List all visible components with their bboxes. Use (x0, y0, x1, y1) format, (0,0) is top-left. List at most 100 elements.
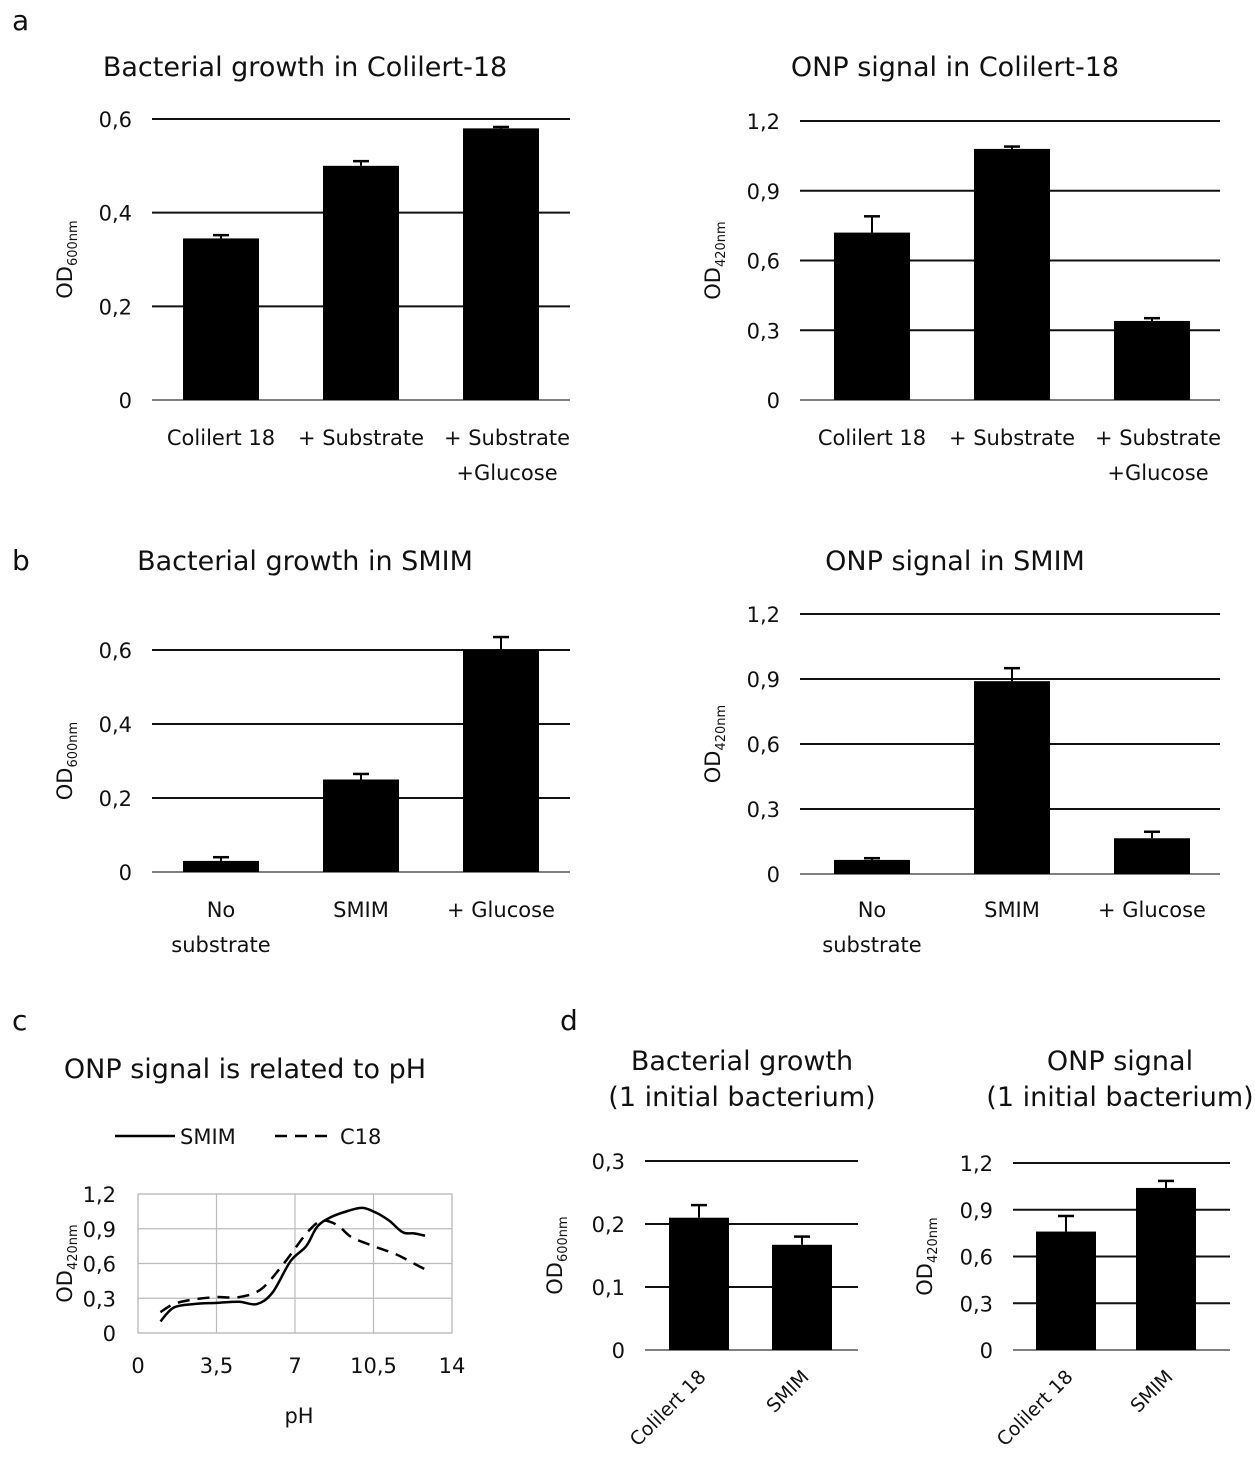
bar (1114, 320, 1190, 400)
chart-b1: Bacterial growth in SMIM 0 0,2 0,4 0,6 OD600n… (53, 546, 570, 957)
y-tick-label: 0 (767, 389, 780, 413)
x-category-label: + Glucose (447, 898, 555, 922)
x-category-label: + Substrate (298, 426, 424, 450)
bar (183, 860, 259, 872)
x-category-label: +Glucose (1107, 461, 1208, 485)
legend: SMIM C18 (115, 1125, 381, 1149)
y-tick-label: 0,6 (83, 1253, 116, 1277)
bar (463, 128, 539, 400)
y-tick-label: 0,6 (99, 108, 132, 132)
y-axis-label-b1: OD600nm (53, 722, 81, 800)
bar (669, 1217, 729, 1350)
y-axis-label-b2-sub: 420nm (714, 705, 729, 751)
y-axis-label-a1: OD600nm (53, 220, 81, 298)
y-tick-label: 0 (103, 1322, 116, 1346)
y-tick-label: 0,2 (99, 295, 132, 319)
bar (323, 779, 399, 872)
x-category-label: No (858, 898, 887, 922)
y-axis-label-a2: OD420nm (701, 221, 729, 299)
y-tick-label: 0,6 (747, 250, 780, 274)
y-tick-label: 1,2 (747, 110, 780, 134)
y-tick-label: 0,1 (592, 1276, 625, 1300)
y-tick-label: 0,4 (99, 713, 132, 737)
bar (1036, 1231, 1096, 1350)
panel-letter-b: b (12, 544, 30, 577)
y-tick-label: 0,6 (99, 639, 132, 663)
x-category-label: + Substrate (949, 426, 1075, 450)
y-axis-label-c: OD420nm (53, 1224, 81, 1302)
y-tick-label: 0,3 (747, 798, 780, 822)
x-category-label: + Substrate (444, 426, 570, 450)
y-tick-label: 0,3 (592, 1150, 625, 1174)
legend-label-c18: C18 (340, 1125, 381, 1149)
x-category-label: Colilert 18 (626, 1366, 711, 1451)
y-tick-label: 0 (612, 1339, 625, 1363)
y-tick-label: 1,2 (960, 1152, 993, 1176)
bar (323, 165, 399, 400)
x-tick-label: 3,5 (200, 1354, 233, 1378)
chart-title-b2: ONP signal in SMIM (825, 546, 1085, 577)
y-tick-label: 0,9 (747, 668, 780, 692)
panel-letter-a: a (12, 4, 29, 37)
x-axis-label-c: pH (284, 1404, 313, 1428)
panel-letter-d: d (560, 1004, 578, 1037)
series-line-smim (159, 1206, 426, 1323)
y-axis-label-b2: OD420nm (701, 705, 729, 783)
y-tick-label: 0,2 (592, 1213, 625, 1237)
chart-title-line-d2: ONP signal (1047, 1046, 1193, 1077)
y-tick-label: 0,9 (960, 1199, 993, 1223)
x-category-label: SMIM (1126, 1366, 1177, 1417)
legend-label-smim: SMIM (180, 1125, 236, 1149)
chart-c: ONP signal is related to pH SMIM C18 0 0,3 0,… (53, 1054, 465, 1428)
bar (1136, 1187, 1196, 1350)
y-tick-label: 0,4 (99, 202, 132, 226)
y-tick-label: 1,2 (747, 603, 780, 627)
x-category-label: + Glucose (1098, 898, 1206, 922)
chart-d1: Bacterial growth (1 initial bacterium) 0 0,… (543, 1046, 876, 1451)
charts-layer: Bacterial growth in Colilert-18 0 0,2 0,4 0,… (53, 52, 1254, 1451)
bar (1114, 838, 1190, 874)
chart-b2: ONP signal in SMIM 0 0,3 0,6 0,9 1,2 OD420nm No… (701, 546, 1220, 957)
x-category-label: substrate (822, 933, 921, 957)
y-axis-label-b1-sub: 600nm (66, 722, 81, 768)
y-tick-label: 0 (767, 863, 780, 887)
bar (834, 232, 910, 400)
chart-title-a2: ONP signal in Colilert-18 (791, 52, 1119, 83)
series-line-c18 (159, 1219, 426, 1314)
x-category-label: + Substrate (1095, 426, 1221, 450)
chart-title-line-d2: (1 initial bacterium) (986, 1082, 1253, 1113)
y-tick-label: 0 (980, 1339, 993, 1363)
x-category-label: No (207, 898, 236, 922)
y-tick-label: 0,9 (83, 1218, 116, 1242)
y-axis-label-a2-sub: 420nm (714, 221, 729, 267)
panel-letter-c: c (12, 1004, 27, 1037)
y-tick-label: 0,3 (83, 1287, 116, 1311)
x-tick-label: 10,5 (350, 1354, 397, 1378)
y-axis-label-d1-sub: 600nm (556, 1216, 571, 1262)
bar (974, 148, 1050, 400)
y-tick-label: 0,6 (747, 733, 780, 757)
x-category-label: SMIM (984, 898, 1040, 922)
y-tick-label: 0,6 (960, 1246, 993, 1270)
bar (463, 650, 539, 872)
bar (834, 859, 910, 874)
y-axis-label-d2: OD420nm (913, 1217, 941, 1295)
y-tick-label: 0,3 (747, 319, 780, 343)
bar (974, 681, 1050, 874)
x-category-label: substrate (171, 933, 270, 957)
chart-title-c: ONP signal is related to pH (64, 1054, 426, 1085)
y-tick-label: 0 (119, 389, 132, 413)
y-tick-label: 0 (119, 861, 132, 885)
chart-a2: ONP signal in Colilert-18 0 0,3 0,6 0,9 1,2 OD… (701, 52, 1221, 485)
x-category-label: Colilert 18 (167, 426, 275, 450)
x-category-label: Colilert 18 (993, 1366, 1078, 1451)
x-category-label: SMIM (762, 1366, 813, 1417)
x-tick-label: 7 (288, 1354, 301, 1378)
y-tick-label: 0,3 (960, 1292, 993, 1316)
chart-title-line-d1: Bacterial growth (631, 1046, 853, 1077)
chart-title-a1: Bacterial growth in Colilert-18 (103, 52, 507, 83)
x-category-label: Colilert 18 (818, 426, 926, 450)
y-tick-label: 0,9 (747, 180, 780, 204)
y-axis-label-c-sub: 420nm (66, 1224, 81, 1270)
